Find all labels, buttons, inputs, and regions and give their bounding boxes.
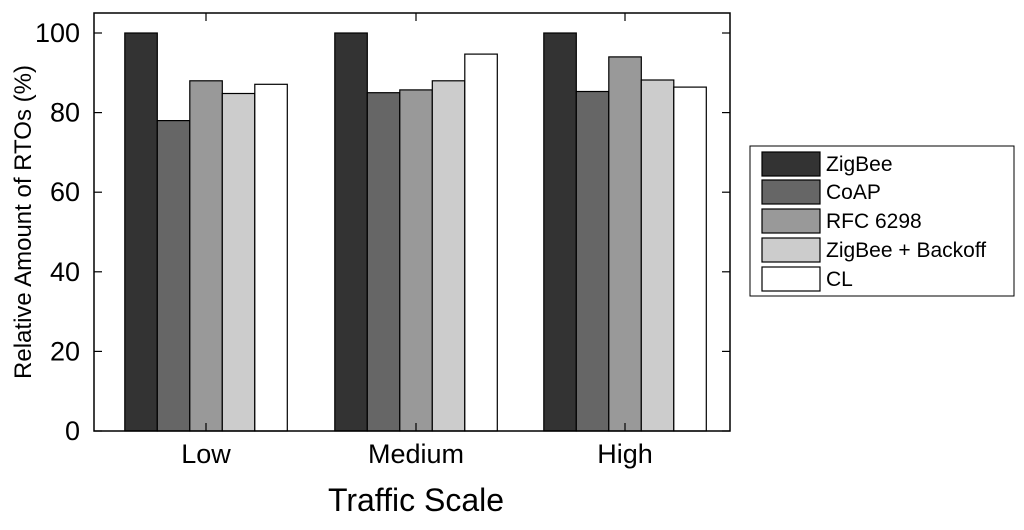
legend-label-cl: CL [826, 268, 853, 291]
x-category-label-high: High [597, 439, 653, 469]
bar-medium-rfc-6298 [399, 89, 433, 432]
y-tick-label-100: 100 [35, 18, 80, 48]
bars-group [124, 32, 707, 432]
y-tick-label-80: 80 [50, 98, 80, 128]
legend-swatch-coap [761, 179, 821, 205]
bar-high-coap [575, 90, 610, 432]
bar-low-cl [254, 83, 288, 432]
x-axis-title: Traffic Scale [328, 482, 504, 518]
legend-label-zigbee-backoff: ZigBee + Backoff [826, 239, 986, 262]
x-category-labels: Low Medium High [181, 13, 653, 469]
legend: ZigBee CoAP RFC 6298 ZigBee + Backoff CL [749, 145, 1015, 297]
bar-low-zigbee [124, 32, 158, 432]
y-tick-label-0: 0 [65, 416, 80, 446]
bar-high-zigbee [543, 32, 577, 432]
bar-low-rfc-6298 [189, 80, 223, 432]
legend-swatch-cl [761, 266, 821, 292]
y-tick-label-60: 60 [50, 177, 80, 207]
bar-low-coap [156, 119, 191, 432]
legend-swatch-zigbee [761, 151, 821, 177]
legend-label-coap: CoAP [826, 181, 881, 204]
legend-label-zigbee: ZigBee [826, 153, 893, 176]
bar-medium-zigbee-backoff [431, 80, 466, 432]
legend-label-rfc-6298: RFC 6298 [826, 210, 922, 233]
bar-medium-coap [366, 92, 401, 432]
bar-medium-zigbee [334, 32, 368, 432]
legend-swatch-zigbee-backoff [761, 237, 821, 263]
bar-low-zigbee-backoff [221, 92, 256, 432]
legend-swatch-rfc-6298 [761, 208, 821, 234]
bar-high-rfc-6298 [608, 56, 642, 432]
x-category-label-low: Low [181, 439, 231, 469]
y-tick-label-40: 40 [50, 257, 80, 287]
y-tick-label-20: 20 [50, 336, 80, 366]
y-ticks-group: 0 20 40 60 80 100 [35, 18, 730, 446]
bar-high-cl [673, 86, 707, 432]
y-axis-title: Relative Amount of RTOs (%) [10, 65, 37, 379]
plot-frame [93, 12, 731, 432]
bar-high-zigbee-backoff [640, 79, 675, 432]
bar-medium-cl [464, 53, 498, 432]
x-category-label-medium: Medium [368, 439, 464, 469]
